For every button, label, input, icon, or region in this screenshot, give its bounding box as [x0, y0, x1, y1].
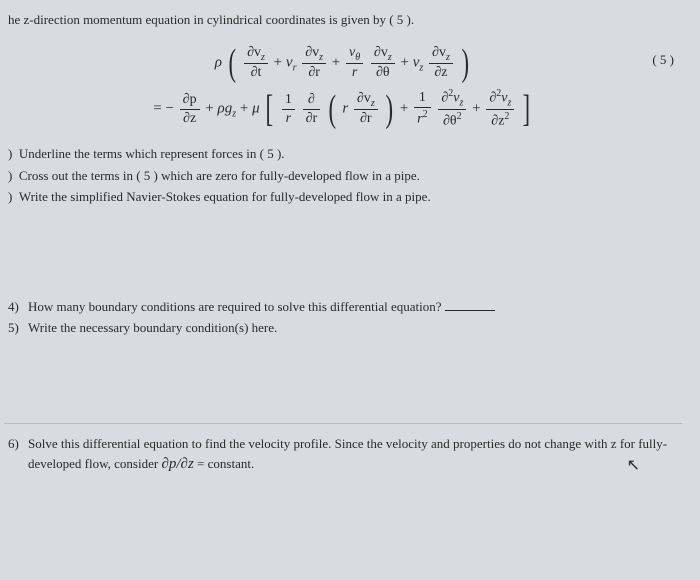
task-bullet: )	[8, 146, 19, 161]
q4-text: How many boundary conditions are require…	[28, 299, 441, 314]
task-b: Cross out the terms in ( 5 ) which are z…	[19, 168, 420, 183]
cursor-icon: ↖	[627, 455, 640, 475]
q6-number: 6)	[8, 434, 28, 454]
question-5: 5) Write the necessary boundary conditio…	[8, 318, 682, 338]
intro-text: he z-direction momentum equation in cyli…	[4, 12, 682, 28]
q5-number: 5)	[8, 318, 28, 338]
task-a: Underline the terms which represent forc…	[19, 146, 285, 161]
equation-block: ( 5 ) ρ ( ∂vz∂t + vr ∂vz∂r + vθr ∂vz∂θ +…	[4, 42, 682, 130]
task-c: Write the simplified Navier-Stokes equat…	[19, 189, 431, 204]
task-bullet: )	[8, 168, 19, 183]
task-list: ) Underline the terms which represent fo…	[4, 144, 682, 207]
equation-line-2: = − ∂p∂z + ρgz + μ [ 1r ∂∂r ( r ∂vz∂r ) …	[4, 88, 682, 130]
q6-text-b: = constant.	[194, 456, 254, 471]
equation-line-1: ρ ( ∂vz∂t + vr ∂vz∂r + vθr ∂vz∂θ + vz ∂v…	[4, 42, 682, 84]
q4-number: 4)	[8, 297, 28, 317]
question-4: 4) How many boundary conditions are requ…	[8, 297, 682, 317]
question-6: 6) Solve this differential equation to f…	[8, 434, 682, 476]
q5-text: Write the necessary boundary condition(s…	[28, 318, 682, 338]
rho: ρ	[215, 54, 222, 70]
q6-math: ∂p/∂z	[161, 456, 193, 472]
q6-text-a: Solve this differential equation to find…	[28, 436, 667, 472]
equation-label: ( 5 )	[652, 52, 674, 68]
blank-line	[445, 299, 495, 311]
task-bullet: )	[8, 189, 19, 204]
